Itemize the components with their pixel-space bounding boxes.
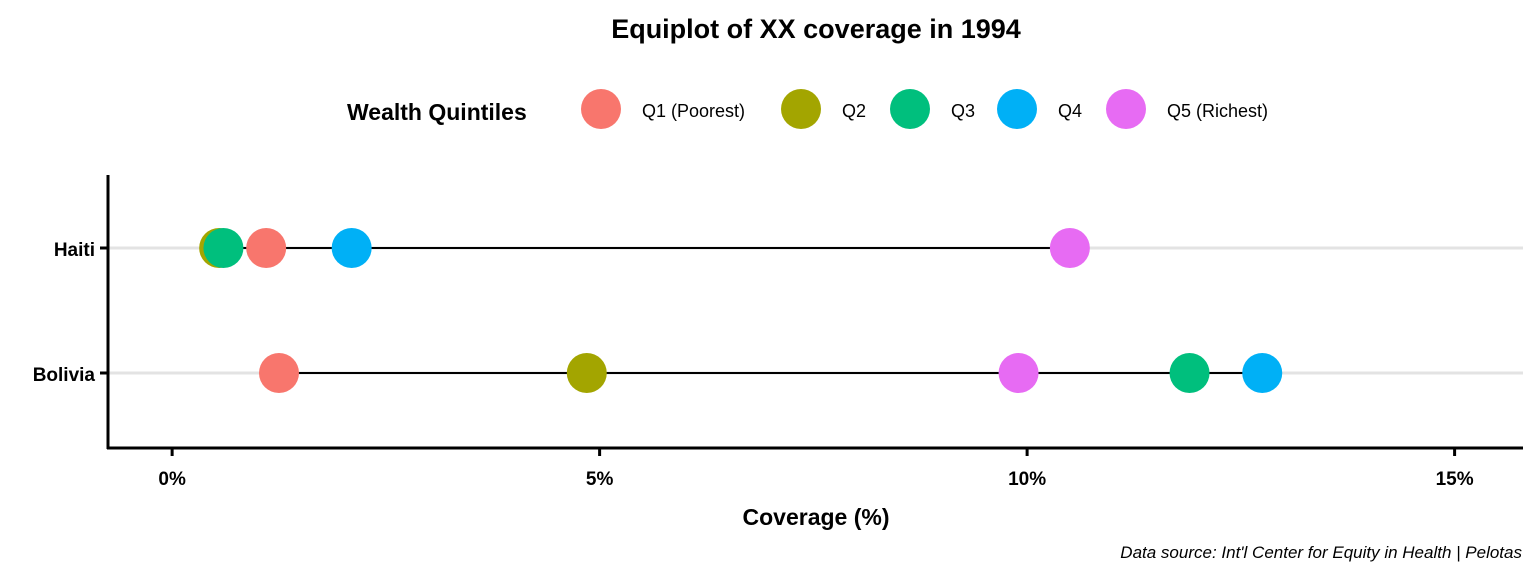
legend-key-2 [781, 89, 821, 129]
x-axis-ticks: 0% 5% 10% 15% [158, 448, 1474, 490]
range-lines [219, 247, 1263, 374]
legend-key-1 [581, 89, 621, 129]
x-tick-label: 5% [586, 469, 614, 490]
y-tick-label-haiti: Haiti [54, 240, 95, 261]
legend-key-4 [997, 89, 1037, 129]
point-bolivia-q3 [1169, 353, 1210, 393]
point-haiti-q4 [331, 228, 372, 268]
x-tick-label: 10% [1008, 469, 1046, 490]
x-tick-label: 15% [1436, 469, 1474, 490]
legend-key-3 [890, 89, 930, 129]
legend-item: Q3 [890, 89, 975, 129]
legend-item: Q2 [781, 89, 866, 129]
point-bolivia-q4 [1242, 353, 1283, 393]
legend-label: Q1 (Poorest) [642, 101, 745, 121]
legend-label: Q2 [842, 101, 866, 121]
legend-title: Wealth Quintiles [347, 99, 527, 125]
gridlines [108, 246, 1523, 375]
point-haiti-q5 [1049, 228, 1090, 268]
point-bolivia-q2 [566, 353, 607, 393]
y-axis-ticks: Haiti Bolivia [33, 240, 108, 386]
y-tick-label-bolivia: Bolivia [33, 365, 96, 386]
legend-label: Q4 [1058, 101, 1082, 121]
legend-item: Q4 [997, 89, 1082, 129]
legend-item: Q1 (Poorest) [581, 89, 745, 129]
legend-items: Q1 (Poorest) Q2 Q3 Q4 Q5 (Richest) [581, 89, 1268, 129]
legend-item: Q5 (Richest) [1106, 89, 1268, 129]
legend-label: Q3 [951, 101, 975, 121]
legend-key-5 [1106, 89, 1146, 129]
x-tick-label: 0% [158, 469, 186, 490]
point-haiti-q1 [246, 228, 287, 268]
chart-title: Equiplot of XX coverage in 1994 [611, 14, 1021, 44]
point-bolivia-q5 [998, 353, 1039, 393]
x-axis-title: Coverage (%) [743, 504, 890, 530]
point-bolivia-q1 [258, 353, 299, 393]
point-haiti-q3 [203, 228, 244, 268]
data-points [199, 228, 1283, 393]
legend-label: Q5 (Richest) [1167, 101, 1268, 121]
data-source-caption: Data source: Int'l Center for Equity in … [1120, 543, 1522, 562]
plot-area: Haiti Bolivia 0% 5% 10% 15% [33, 175, 1523, 490]
legend: Wealth Quintiles Q1 (Poorest) Q2 Q3 Q4 Q5 (R… [347, 89, 1268, 129]
